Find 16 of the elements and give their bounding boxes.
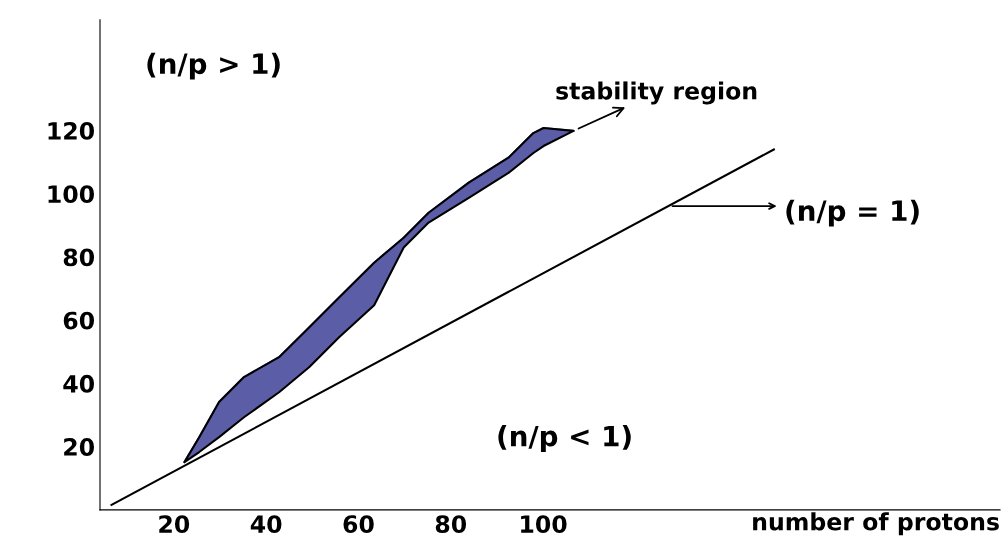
y-tick-label: 80 bbox=[63, 248, 95, 267]
annotation: stability region bbox=[556, 81, 757, 105]
annotation: (n/p = 1) bbox=[786, 199, 919, 227]
y-tick-label: 20 bbox=[64, 438, 95, 456]
x-tick-label: 80 bbox=[435, 515, 467, 533]
y-tick-label: 40 bbox=[63, 374, 95, 393]
x-tick-label: 100 bbox=[521, 515, 567, 533]
x-tick-label: 60 bbox=[343, 515, 374, 533]
y-tick-label: 60 bbox=[63, 311, 95, 330]
x-tick-label: 40 bbox=[250, 515, 282, 533]
y-tick-label: 100 bbox=[48, 185, 95, 204]
y-tick-label: 120 bbox=[48, 121, 95, 140]
x-tick-label: 20 bbox=[159, 515, 190, 533]
x-axis-title: number of protons bbox=[753, 512, 999, 536]
annotation: (n/p < 1) bbox=[498, 425, 631, 452]
annotation: (n/p > 1) bbox=[147, 52, 280, 80]
